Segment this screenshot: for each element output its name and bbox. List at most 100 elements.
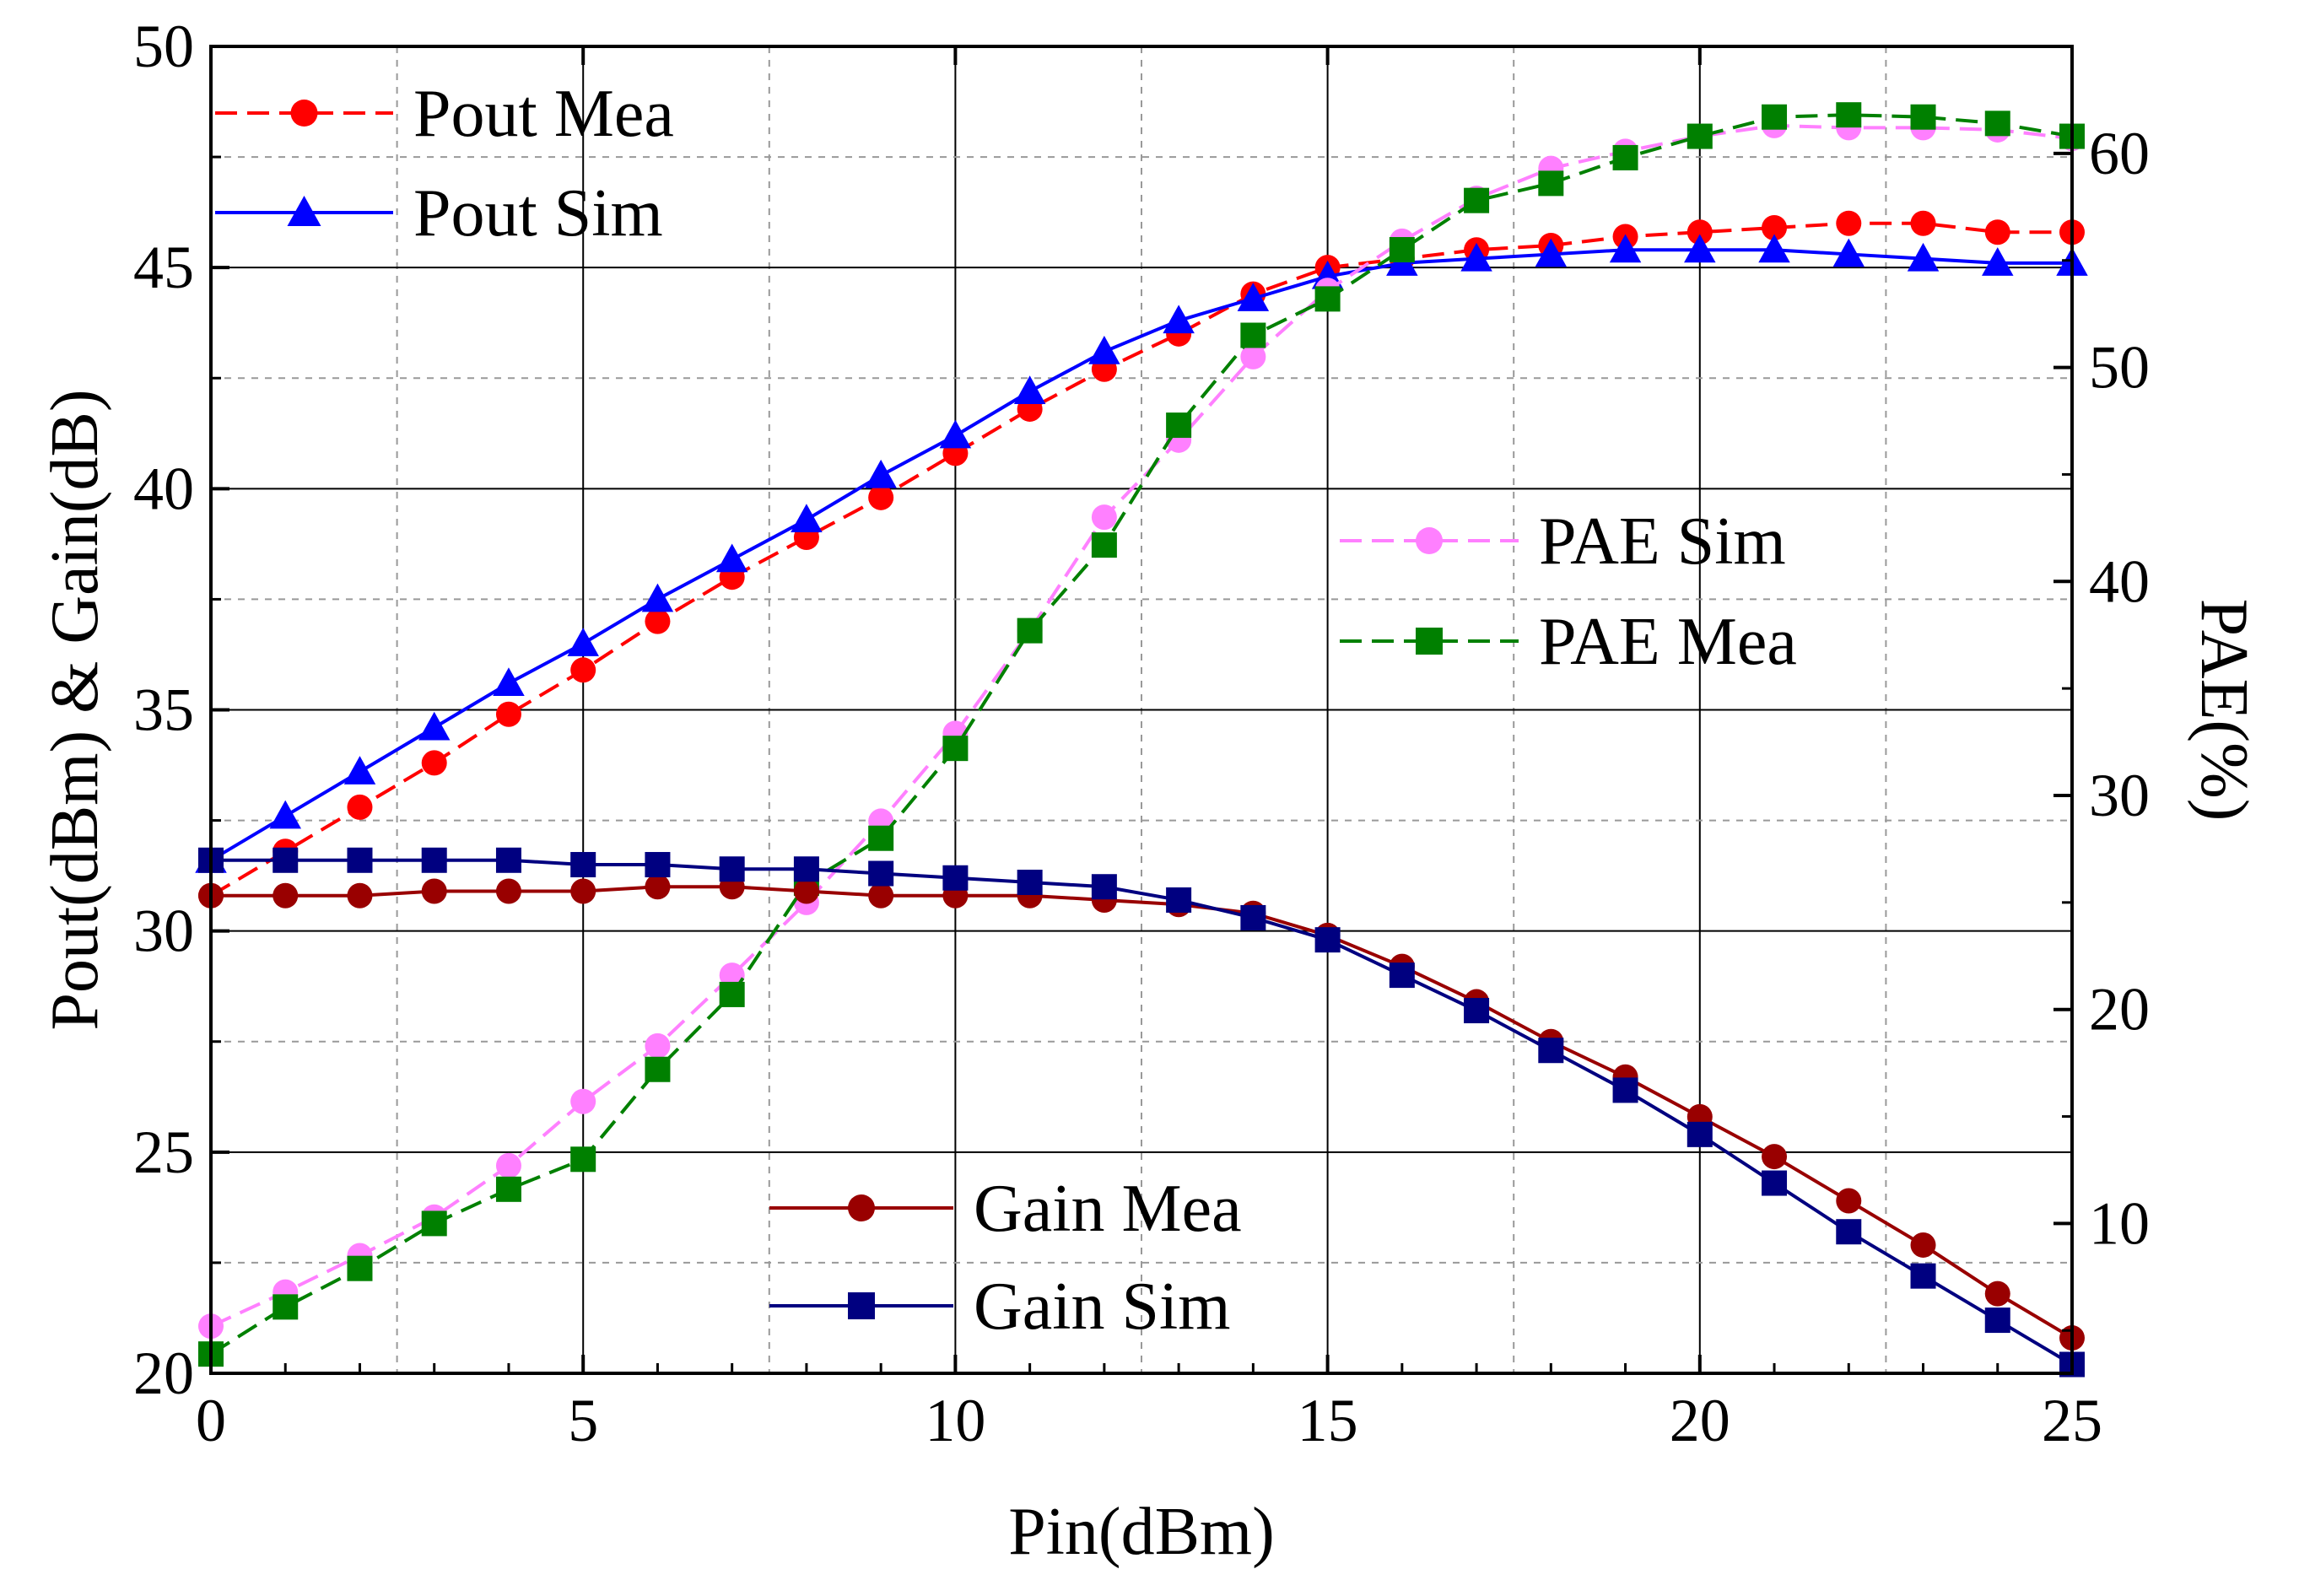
data-point-gain-sim	[1166, 887, 1192, 913]
data-point-pae-mea	[1464, 187, 1490, 213]
x-tick-label: 25	[2042, 1387, 2102, 1454]
data-point-gain-sim	[1910, 1263, 1936, 1289]
legend: Pout Mea Pout Sim PAE Sim PAE Mea Gain Mea Ga…	[215, 77, 1797, 1344]
data-point-pae-mea	[1389, 237, 1415, 263]
legend-item-pout-mea: Pout Mea	[215, 77, 674, 151]
data-point-pout-sim	[939, 419, 972, 449]
data-point-gain-sim	[1686, 1121, 1713, 1147]
data-point-gain-mea	[793, 878, 819, 904]
legend-label: Gain Mea	[974, 1172, 1242, 1246]
data-point-gain-sim	[1836, 1219, 1862, 1245]
data-point-pae-mea	[1984, 111, 2010, 137]
data-point-pout-mea	[1910, 210, 1936, 236]
x-tick-label: 15	[1298, 1387, 1358, 1454]
legend-label: Gain Sim	[974, 1270, 1230, 1344]
data-point-pout-sim	[865, 459, 897, 488]
data-point-pae-mea	[1612, 144, 1638, 170]
data-point-pae-mea	[273, 1294, 299, 1320]
data-point-gain-sim	[1091, 874, 1117, 900]
data-point-pout-mea	[1762, 214, 1788, 240]
data-point-pout-sim	[1535, 238, 1568, 267]
data-point-gain-mea	[495, 878, 521, 904]
series-line-pae-sim	[210, 123, 2073, 1329]
data-point-pout-sim	[1832, 238, 1865, 267]
data-point-pae-mea	[645, 1056, 671, 1082]
data-point-pout-mea	[1686, 219, 1713, 245]
legend-label: PAE Sim	[1539, 504, 1786, 579]
data-point-gain-mea	[347, 882, 373, 909]
data-point-gain-sim	[645, 852, 671, 878]
data-point-gain-sim	[421, 847, 447, 873]
legend-label: PAE Mea	[1539, 605, 1797, 679]
data-point-pae-mea	[1836, 102, 1862, 128]
data-point-gain-mea	[645, 874, 671, 900]
data-point-gain-sim	[1389, 962, 1415, 989]
y-right-tick-label: 40	[2089, 547, 2150, 615]
legend-swatch-marker	[848, 1292, 875, 1319]
data-point-pout-mea	[495, 701, 521, 727]
data-point-pae-sim	[1240, 343, 1266, 369]
data-point-pae-mea	[719, 981, 745, 1007]
data-point-pout-sim	[641, 583, 674, 612]
data-point-pae-sim	[495, 1152, 521, 1178]
x-tick-label: 20	[1670, 1387, 1730, 1454]
data-point-gain-sim	[273, 847, 299, 873]
legend-swatch-marker	[1416, 527, 1443, 554]
data-point-gain-sim	[495, 847, 521, 873]
legend-item-gain-sim: Gain Sim	[769, 1270, 1230, 1344]
data-point-gain-mea	[1762, 1144, 1788, 1170]
data-point-gain-sim	[1240, 904, 1266, 930]
data-point-gain-sim	[1538, 1038, 1564, 1064]
legend-swatch-marker	[287, 196, 321, 226]
data-point-pout-sim	[1088, 336, 1120, 364]
data-point-pae-mea	[942, 736, 969, 762]
data-point-pout-sim	[1237, 283, 1270, 311]
data-point-pae-mea	[347, 1255, 373, 1281]
data-point-pae-mea	[1910, 104, 1936, 130]
data-point-gain-mea	[273, 882, 299, 909]
legend-item-gain-mea: Gain Mea	[769, 1172, 1242, 1246]
legend-label: Pout Mea	[413, 77, 674, 151]
y-left-tick-label: 30	[133, 898, 194, 965]
y-right-tick-label: 10	[2089, 1189, 2150, 1257]
data-point-gain-sim	[1984, 1308, 2010, 1334]
data-point-pout-mea	[1984, 219, 2010, 245]
y-right-tick-label: 20	[2089, 976, 2150, 1043]
data-point-gain-sim	[793, 856, 819, 882]
y-left-tick-label: 45	[133, 234, 194, 301]
data-point-gain-mea	[868, 882, 894, 909]
data-point-pae-mea	[1686, 123, 1713, 149]
data-point-pout-sim	[567, 628, 599, 656]
data-point-gain-sim	[1612, 1077, 1638, 1103]
data-point-pout-sim	[715, 543, 748, 573]
data-point-pout-sim	[791, 504, 823, 533]
data-point-pae-sim	[570, 1088, 596, 1114]
data-point-pae-mea	[868, 825, 894, 851]
y-left-tick-label: 20	[133, 1340, 194, 1407]
data-point-gain-mea	[1984, 1281, 2010, 1307]
series-pae-mea	[198, 102, 2085, 1367]
data-point-pae-mea	[1017, 617, 1043, 644]
data-point-pae-mea	[421, 1210, 447, 1237]
data-point-pout-sim	[1163, 305, 1195, 334]
x-tick-label: 0	[196, 1387, 226, 1454]
data-point-pae-mea	[570, 1146, 596, 1173]
y-left-tick-label: 25	[133, 1119, 194, 1186]
data-point-gain-sim	[1314, 927, 1341, 953]
x-tick-label: 10	[925, 1387, 985, 1454]
data-point-gain-sim	[1464, 998, 1490, 1024]
x-axis-title: Pin(dBm)	[1008, 1495, 1275, 1569]
legend-label: Pout Sim	[413, 176, 663, 251]
data-point-pout-mea	[347, 794, 373, 820]
data-point-gain-sim	[1017, 869, 1043, 895]
data-point-pae-mea	[1240, 322, 1266, 348]
data-point-pae-mea	[1091, 532, 1117, 558]
grid-lines	[211, 46, 2072, 1373]
data-point-gain-mea	[421, 878, 447, 904]
data-point-pout-sim	[1907, 242, 1940, 272]
y-left-tick-label: 50	[133, 13, 194, 80]
data-point-gain-sim	[570, 852, 596, 878]
legend-item-pae-mea: PAE Mea	[1340, 605, 1797, 679]
data-point-pae-sim	[645, 1033, 671, 1059]
